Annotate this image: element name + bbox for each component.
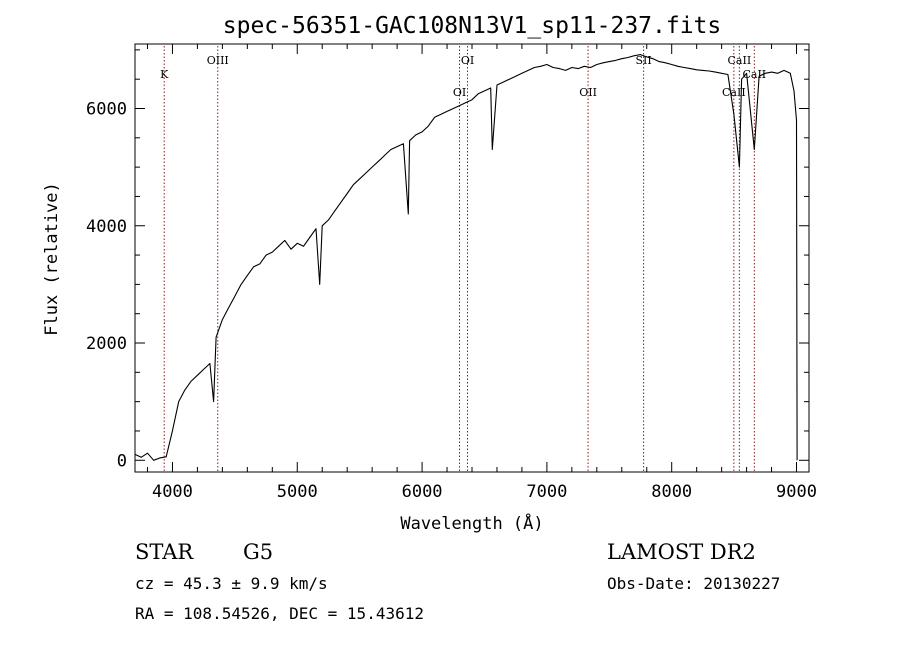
x-tick-label: 7000 bbox=[526, 482, 567, 502]
observation-date: Obs-Date: 20130227 bbox=[607, 574, 780, 593]
spectral-line-label: K bbox=[160, 68, 169, 81]
x-tick-label: 5000 bbox=[277, 482, 318, 502]
spectral-line-label: CaII bbox=[722, 86, 746, 99]
chart-title: spec-56351-GAC108N13V1_sp11-237.fits bbox=[223, 13, 722, 39]
spectral-line-label: OII bbox=[579, 86, 597, 99]
spectral-line-label: OIII bbox=[207, 54, 229, 67]
x-tick-label: 6000 bbox=[402, 482, 443, 502]
y-axis-label: Flux (relative) bbox=[42, 182, 62, 336]
spectral-line-label: OI bbox=[461, 54, 474, 67]
y-tick-label: 6000 bbox=[86, 99, 127, 119]
y-tick-label: 2000 bbox=[86, 334, 127, 354]
spectral-line-label: CaII bbox=[742, 68, 766, 81]
x-tick-label: 8000 bbox=[651, 482, 692, 502]
plot-area: 4000 5000 6000 7000 8000 9000 0 2000 4000 6000 K OI… bbox=[86, 43, 817, 502]
spectral-line-label: CaII bbox=[728, 54, 752, 67]
redshift-cz: cz = 45.3 ± 9.9 km/s bbox=[135, 574, 328, 593]
x-tick-label: 4000 bbox=[152, 482, 193, 502]
plot-frame bbox=[134, 43, 810, 473]
spectral-line-label: OI bbox=[453, 86, 466, 99]
object-subclass: G5 bbox=[243, 540, 273, 564]
y-tick-label: 4000 bbox=[86, 217, 127, 237]
object-class: STAR bbox=[135, 540, 194, 564]
x-axis-label: Wavelength (Å) bbox=[400, 512, 543, 534]
y-tick-label: 0 bbox=[117, 451, 127, 471]
survey-name: LAMOST DR2 bbox=[607, 540, 756, 564]
coordinates: RA = 108.54526, DEC = 15.43612 bbox=[135, 604, 424, 623]
spectrum-line bbox=[134, 54, 798, 461]
x-tick-label: 9000 bbox=[776, 482, 817, 502]
